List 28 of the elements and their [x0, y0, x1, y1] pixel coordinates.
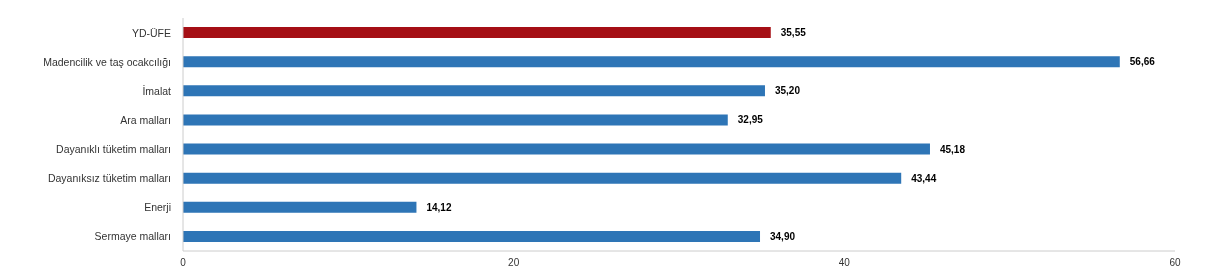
data-label: 43,44 [911, 172, 937, 184]
bar [183, 85, 765, 97]
data-label: 14,12 [426, 201, 452, 213]
y-tick-label: Madencilik ve taş ocakcılığı [43, 55, 171, 68]
bar [183, 201, 417, 213]
y-tick-label: YD-ÜFE [131, 26, 171, 39]
y-tick-label: Enerji [144, 201, 171, 214]
x-tick-label: 0 [180, 257, 187, 269]
y-tick-label: Dayanıksız tüketim malları [47, 172, 171, 185]
bar [183, 56, 1120, 68]
data-label: 35,55 [780, 27, 807, 38]
data-label: 45,18 [939, 143, 966, 155]
y-tick-label: İmalat [142, 84, 172, 97]
data-label: 56,66 [1129, 56, 1156, 68]
bar [183, 230, 761, 242]
y-tick-label: Sermaye malları [94, 230, 171, 243]
bar [183, 27, 771, 38]
bar [183, 143, 930, 155]
x-tick-label: 20 [508, 257, 520, 269]
x-tick-label: 40 [838, 257, 851, 269]
data-label: 32,95 [737, 114, 764, 126]
data-label: 35,20 [774, 85, 801, 97]
data-label: 34,90 [770, 230, 796, 242]
bar [183, 172, 902, 184]
x-tick-label: 60 [1169, 257, 1181, 269]
bar [183, 114, 728, 126]
y-tick-label: Ara malları [120, 113, 171, 126]
y-tick-label: Dayanıklı tüketim malları [56, 143, 171, 156]
